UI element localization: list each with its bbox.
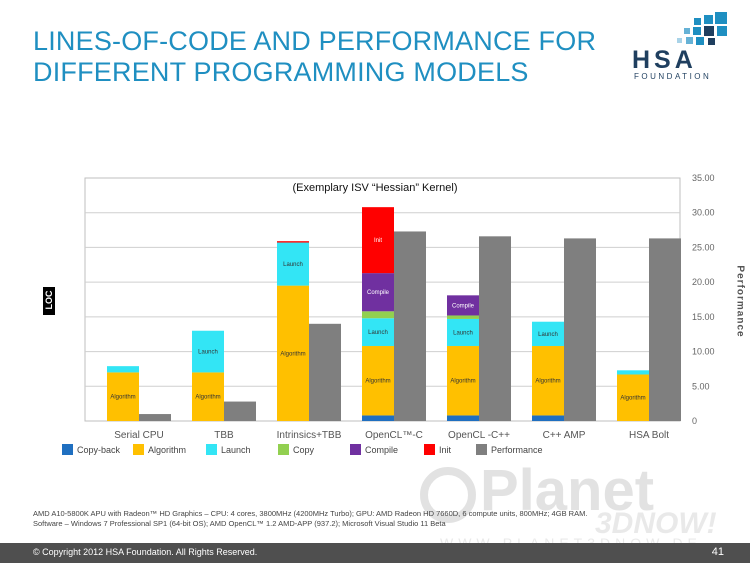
legend-swatch — [62, 444, 73, 455]
bar-segment-init — [277, 241, 309, 243]
legend-label: Copy-back — [77, 445, 121, 455]
slide-title: LINES-OF-CODE AND PERFORMANCE FOR DIFFER… — [33, 26, 613, 88]
footer-bar: © Copyright 2012 HSA Foundation. All Rig… — [0, 543, 750, 563]
bar-segment-launch — [277, 242, 309, 286]
perf-tick-label: 25.00 — [692, 242, 715, 252]
chart-title: (Exemplary ISV “Hessian” Kernel) — [292, 182, 457, 194]
category-label: OpenCL™-C — [365, 430, 423, 441]
segment-label: Launch — [453, 330, 473, 336]
perf-tick-label: 20.00 — [692, 277, 715, 287]
legend-swatch — [476, 444, 487, 455]
bar-segment-launch — [532, 321, 564, 347]
segment-label: Launch — [538, 332, 558, 338]
title-line-1: LINES-OF-CODE AND PERFORMANCE FOR — [33, 26, 597, 56]
segment-label: Launch — [283, 262, 303, 268]
page-number: 41 — [711, 546, 724, 558]
segment-label: Compile — [452, 303, 475, 309]
bar-segment-algorithm — [362, 346, 394, 416]
segment-label: Algorithm — [280, 351, 305, 357]
loc-axis-label: LOC — [44, 290, 54, 310]
category-label: Intrinsics+TBB — [277, 430, 342, 441]
legend-label: Performance — [491, 445, 543, 455]
footnote-line-1: AMD A10-5800K APU with Radeon™ HD Graphi… — [33, 509, 588, 518]
segment-label: Init — [374, 238, 382, 244]
bar-segment-algorithm — [617, 374, 649, 421]
logo-text: HSA — [632, 46, 697, 74]
legend-label: Compile — [365, 445, 398, 455]
bar-segment-copy-back — [447, 415, 479, 421]
category-label: OpenCL -C++ — [448, 430, 510, 441]
legend-swatch — [350, 444, 361, 455]
segment-label: Launch — [198, 350, 218, 356]
bar-segment-algorithm — [532, 346, 564, 416]
perf-tick-label: 10.00 — [692, 347, 715, 357]
bar-segment-algorithm — [447, 346, 479, 416]
segment-label: Algorithm — [195, 395, 220, 401]
legend-swatch — [133, 444, 144, 455]
performance-axis-label: Performance — [734, 265, 746, 338]
legend-swatch — [278, 444, 289, 455]
logo-subtext: FOUNDATION — [634, 72, 712, 81]
category-label: C++ AMP — [543, 430, 586, 441]
perf-tick-label: 30.00 — [692, 208, 715, 218]
category-label: HSA Bolt — [629, 430, 669, 441]
loc-axis-label-box: LOC — [43, 287, 55, 315]
performance-bar — [394, 231, 426, 421]
legend-swatch — [424, 444, 435, 455]
category-label: TBB — [214, 430, 234, 441]
bar-segment-copy — [447, 315, 479, 319]
footnote-line-2: Software – Windows 7 Professional SP1 (6… — [33, 519, 446, 528]
legend-swatch — [206, 444, 217, 455]
performance-bar — [309, 323, 341, 421]
performance-bar — [564, 238, 596, 421]
category-label: Serial CPU — [114, 430, 163, 441]
segment-label: Algorithm — [535, 379, 560, 385]
loc-performance-chart: 35.00 30.00 25.00 20.00 15.00 10.00 5.00 0 (Exem… — [62, 173, 715, 455]
bar-segment-algorithm — [277, 285, 309, 421]
performance-bar — [139, 414, 171, 421]
bar-segment-compile — [362, 273, 394, 312]
perf-tick-label: 15.00 — [692, 312, 715, 322]
bar-segment-compile — [447, 295, 479, 316]
legend-label: Algorithm — [148, 445, 186, 455]
bar-segment-launch — [192, 330, 224, 373]
perf-tick-label: 35.00 — [692, 173, 715, 183]
bar-segment-init — [362, 207, 394, 274]
segment-label: Algorithm — [450, 379, 475, 385]
segment-label: Algorithm — [365, 379, 390, 385]
bar-segment-algorithm — [192, 372, 224, 421]
performance-bar — [224, 401, 256, 421]
bar-segment-launch — [362, 318, 394, 347]
bar-segment-launch — [447, 318, 479, 347]
perf-tick-label: 5.00 — [692, 381, 710, 391]
bar-segment-launch — [617, 370, 649, 375]
title-line-2: DIFFERENT PROGRAMMING MODELS — [33, 57, 529, 87]
segment-label: Algorithm — [110, 395, 135, 401]
bar-segment-algorithm — [107, 372, 139, 421]
bar-segment-copy — [362, 311, 394, 319]
segment-label: Launch — [368, 330, 388, 336]
planet3dnow-watermark-icon: Planet 3DNOW! WWW.PLANET3DNOW.DE — [420, 458, 717, 550]
legend-label: Init — [439, 445, 452, 455]
perf-tick-label: 0 — [692, 416, 697, 426]
bar-segment-launch — [107, 366, 139, 373]
performance-bar — [649, 238, 681, 421]
segment-label: Compile — [367, 290, 390, 296]
hardware-footnote: AMD A10-5800K APU with Radeon™ HD Graphi… — [33, 509, 673, 529]
segment-label: Algorithm — [620, 396, 645, 402]
hsa-logo-icon — [677, 12, 727, 45]
bar-segment-copy-back — [362, 415, 394, 421]
legend-label: Launch — [221, 445, 251, 455]
performance-bar — [479, 236, 511, 421]
legend-label: Copy — [293, 445, 315, 455]
copyright-text: © Copyright 2012 HSA Foundation. All Rig… — [33, 547, 258, 557]
bar-segment-copy-back — [532, 415, 564, 421]
